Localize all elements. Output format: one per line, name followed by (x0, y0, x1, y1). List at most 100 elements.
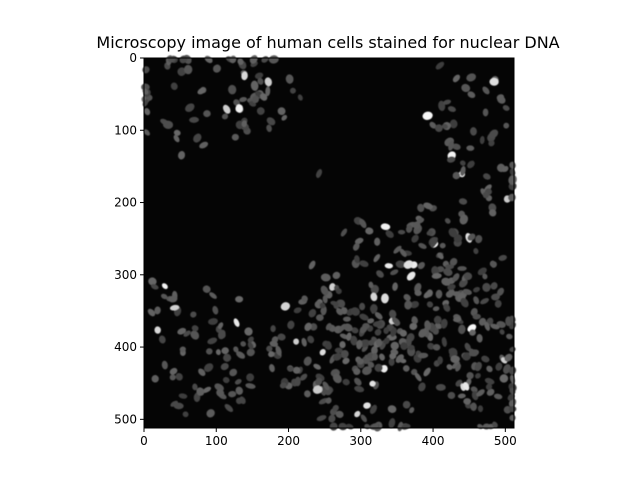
cell-nucleus (332, 373, 342, 384)
cell-nucleus (300, 373, 308, 381)
cell-nucleus (473, 286, 480, 293)
cell-nucleus (411, 316, 418, 324)
cell-nucleus (233, 346, 239, 353)
cell-nucleus (178, 150, 186, 160)
cell-nucleus (371, 352, 379, 361)
cell-nucleus (383, 337, 390, 345)
cell-nucleus (383, 327, 389, 335)
cell-nucleus (208, 318, 218, 325)
cell-nucleus (388, 418, 396, 429)
cell-nucleus (434, 124, 443, 133)
cell-nucleus (256, 107, 265, 115)
cell-nucleus (414, 372, 422, 382)
cell-nucleus (160, 293, 168, 300)
cell-nucleus (350, 307, 360, 316)
cell-nucleus (418, 243, 427, 249)
cell-nucleus (444, 264, 455, 270)
cell-nucleus (458, 324, 466, 335)
cell-nucleus (308, 308, 317, 318)
cell-nucleus (391, 317, 401, 326)
cell-nucleus (429, 121, 437, 129)
cell-nucleus (473, 296, 480, 305)
cell-nucleus (506, 333, 513, 340)
cell-nucleus (247, 336, 254, 343)
cell-nucleus (216, 389, 225, 397)
cell-nucleus (384, 263, 393, 269)
cell-nucleus (266, 117, 276, 126)
cell-nucleus (447, 284, 456, 291)
cell-nucleus (259, 93, 268, 101)
x-axis: 0 100 200 300 400 500 (140, 428, 517, 448)
cell-nucleus (328, 414, 336, 423)
cell-nucleus (406, 271, 416, 281)
cell-nucleus (478, 317, 487, 326)
cell-nucleus (340, 349, 349, 359)
cell-nucleus (480, 298, 490, 305)
cell-nucleus (244, 327, 253, 336)
cell-nucleus (374, 312, 383, 320)
cell-nucleus (466, 145, 475, 151)
cell-nucleus (496, 287, 505, 296)
cell-nucleus (447, 391, 456, 400)
cell-nucleus (463, 382, 470, 391)
cell-nucleus (245, 383, 256, 389)
cell-nucleus (354, 410, 361, 418)
cell-nucleus (389, 309, 397, 319)
cell-nucleus (154, 326, 161, 334)
cell-nucleus (202, 285, 211, 293)
cell-nucleus (488, 140, 495, 147)
cell-nucleus (332, 271, 341, 280)
cell-nucleus (448, 347, 458, 357)
cell-nucleus (173, 402, 184, 410)
cell-nucleus (322, 295, 328, 304)
cell-nucleus (304, 322, 312, 331)
cell-nucleus (457, 266, 467, 271)
cell-nucleus (395, 354, 404, 363)
cell-nucleus (359, 302, 366, 311)
cell-nucleus (496, 94, 505, 101)
cell-nucleus (472, 313, 481, 320)
cell-nucleus (182, 411, 189, 418)
cell-nucleus (141, 83, 150, 91)
cell-nucleus (443, 303, 451, 312)
cell-nucleus (342, 357, 350, 365)
cell-nucleus (190, 311, 197, 318)
cell-nucleus (173, 134, 180, 143)
cell-nucleus (325, 341, 332, 349)
y-tick-label: 200 (114, 196, 137, 210)
y-tick-label: 400 (114, 340, 137, 354)
cell-nucleus (437, 252, 444, 260)
cell-nucleus (446, 156, 456, 163)
cell-nucleus (196, 387, 205, 396)
cell-nucleus (369, 404, 378, 415)
cell-nucleus (231, 133, 239, 141)
cell-nucleus (190, 330, 200, 340)
cell-nucleus (470, 402, 477, 411)
cell-nucleus (457, 393, 466, 399)
cell-nucleus (458, 198, 468, 205)
cell-nucleus (449, 258, 458, 266)
cell-nucleus (169, 374, 176, 381)
cell-nucleus (467, 91, 476, 99)
cell-nucleus (486, 365, 493, 373)
cell-nucleus (374, 237, 381, 246)
cell-nucleus (482, 86, 490, 95)
cell-nucleus (475, 235, 483, 244)
cell-nucleus (474, 361, 482, 372)
cell-nucleus (204, 363, 214, 372)
cell-nucleus (410, 300, 420, 309)
cell-nucleus (235, 120, 244, 130)
cell-nucleus (392, 282, 398, 291)
cell-nucleus (463, 398, 472, 405)
cell-nucleus (233, 318, 240, 327)
cell-nucleus (240, 341, 247, 347)
cell-nucleus (320, 285, 329, 296)
cell-nucleus (217, 329, 226, 340)
cell-nucleus (476, 389, 485, 397)
cell-nucleus (372, 321, 383, 328)
cell-nucleus (269, 364, 275, 373)
cell-nucleus (144, 108, 151, 116)
cell-nucleus (417, 261, 425, 270)
cell-nucleus (417, 352, 429, 359)
